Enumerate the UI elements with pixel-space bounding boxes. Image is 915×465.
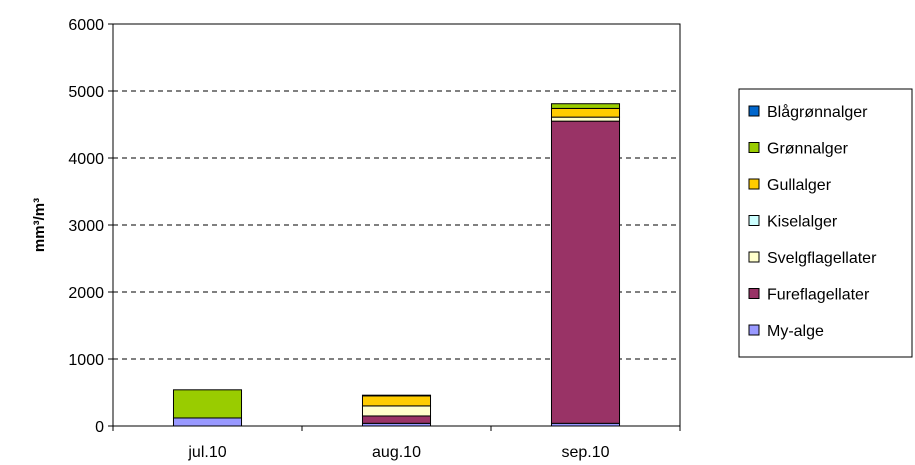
y-axis-title: mm³/m³ — [31, 198, 48, 252]
y-tick-label: 1000 — [68, 352, 104, 369]
x-tick-label: jul.10 — [187, 444, 226, 461]
legend-label: Blågrønnalger — [767, 103, 868, 121]
legend-swatch — [748, 178, 760, 190]
legend-label: Fureflagellater — [767, 287, 870, 304]
legend-swatch — [748, 105, 760, 117]
bar-segment — [550, 107, 621, 118]
legend-label: Gullalger — [767, 177, 832, 194]
legend-swatch — [748, 324, 760, 336]
legend-swatch — [748, 288, 760, 299]
legend-label: Svelgflagellater — [767, 250, 877, 267]
x-tick-label: sep.10 — [561, 444, 609, 461]
bar-segment — [361, 395, 432, 407]
bar-segment — [550, 103, 621, 109]
bar-segment — [361, 394, 432, 397]
legend-swatch — [748, 142, 760, 153]
y-axis-ticks: 0 1000 2000 3000 4000 5000 6000 — [68, 17, 113, 436]
legend: Blågrønnalger Grønnalger Gullalger Kiselalg… — [738, 88, 913, 358]
bars — [172, 103, 621, 427]
legend-box — [738, 88, 913, 358]
bar-segment — [550, 116, 621, 122]
legend-swatch — [748, 251, 760, 263]
legend-label: Kiselalger — [767, 214, 838, 231]
y-tick-label: 0 — [95, 419, 104, 436]
bar-segment — [361, 415, 432, 424]
x-axis-ticks: jul.10 aug.10 sep.10 — [112, 426, 681, 461]
legend-swatch — [748, 215, 760, 226]
y-tick-label: 5000 — [68, 84, 104, 101]
bar-segment — [550, 120, 621, 424]
y-tick-label: 4000 — [68, 151, 104, 168]
legend-label: My-alge — [767, 323, 824, 340]
y-tick-label: 6000 — [68, 17, 104, 34]
bar-segment — [172, 389, 243, 419]
legend-label: Grønnalger — [767, 141, 849, 158]
x-tick-label: aug.10 — [372, 444, 421, 461]
bar-segment — [361, 405, 432, 417]
y-tick-label: 2000 — [68, 285, 104, 302]
bar-segment — [172, 417, 243, 427]
y-tick-label: 3000 — [68, 218, 104, 235]
